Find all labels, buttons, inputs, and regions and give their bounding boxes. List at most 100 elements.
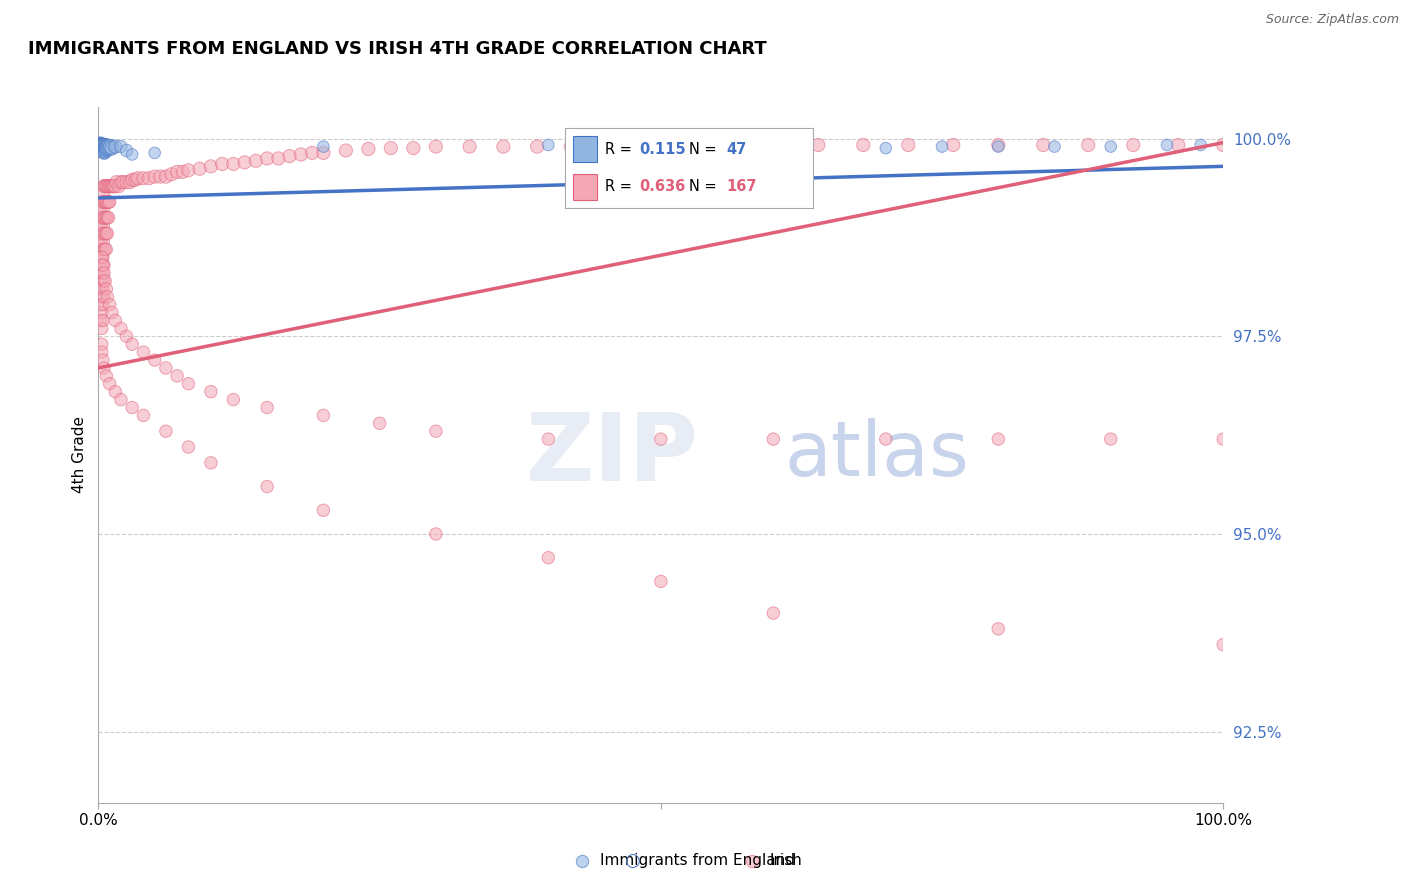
Point bbox=[312, 503, 335, 517]
Point bbox=[104, 313, 127, 327]
Point bbox=[96, 211, 118, 225]
Point bbox=[93, 143, 115, 157]
Point bbox=[312, 409, 335, 423]
Point bbox=[301, 145, 323, 160]
Point bbox=[94, 179, 117, 194]
Point bbox=[96, 194, 118, 209]
Point bbox=[110, 392, 132, 407]
Point bbox=[90, 345, 112, 359]
Point bbox=[103, 179, 125, 194]
Point bbox=[1032, 138, 1054, 153]
Point bbox=[172, 165, 194, 179]
Y-axis label: 4th Grade: 4th Grade bbox=[72, 417, 87, 493]
Point bbox=[650, 139, 672, 153]
Point bbox=[110, 321, 132, 335]
Point bbox=[96, 141, 118, 155]
Point bbox=[91, 298, 114, 312]
Point bbox=[278, 149, 301, 163]
Point bbox=[762, 138, 785, 153]
Point bbox=[124, 173, 146, 187]
Point bbox=[97, 211, 120, 225]
Point bbox=[104, 179, 127, 194]
Point bbox=[90, 194, 112, 209]
Point bbox=[96, 290, 118, 304]
Point bbox=[94, 274, 117, 288]
Point bbox=[93, 141, 115, 155]
Point bbox=[96, 143, 118, 157]
Point bbox=[96, 227, 118, 241]
Point bbox=[762, 606, 785, 620]
Point bbox=[560, 139, 582, 153]
Point bbox=[132, 345, 155, 359]
Point bbox=[90, 141, 112, 155]
Point bbox=[90, 202, 112, 217]
Point bbox=[987, 432, 1010, 446]
Point bbox=[245, 153, 267, 168]
Point bbox=[1099, 432, 1122, 446]
Point bbox=[672, 138, 695, 153]
Point bbox=[96, 243, 118, 257]
Point bbox=[91, 141, 114, 155]
Point bbox=[627, 138, 650, 153]
Point bbox=[200, 159, 222, 173]
Point bbox=[101, 305, 124, 319]
Point bbox=[166, 368, 188, 383]
Point bbox=[96, 194, 118, 209]
Point bbox=[91, 187, 114, 202]
Point bbox=[1189, 138, 1212, 153]
Point bbox=[121, 401, 143, 415]
Text: Irish: Irish bbox=[769, 854, 801, 868]
Point bbox=[93, 194, 115, 209]
Point bbox=[96, 141, 118, 155]
Point bbox=[233, 155, 256, 169]
Point bbox=[101, 179, 124, 194]
Point bbox=[1099, 139, 1122, 153]
Point bbox=[91, 219, 114, 233]
Point bbox=[112, 175, 135, 189]
Text: ○: ○ bbox=[624, 852, 640, 870]
Point bbox=[89, 227, 111, 241]
Point bbox=[94, 227, 117, 241]
Point bbox=[492, 139, 515, 153]
Point bbox=[90, 250, 112, 264]
Point bbox=[188, 161, 211, 176]
Point bbox=[177, 376, 200, 391]
Point bbox=[875, 141, 897, 155]
Point bbox=[368, 417, 391, 431]
Point bbox=[90, 211, 112, 225]
Point bbox=[93, 211, 115, 225]
Point bbox=[256, 401, 278, 415]
Point bbox=[357, 142, 380, 156]
Point bbox=[571, 854, 593, 868]
Point bbox=[98, 141, 121, 155]
Point bbox=[90, 139, 112, 153]
Point bbox=[100, 179, 122, 194]
Point bbox=[98, 376, 121, 391]
Point bbox=[90, 258, 112, 272]
Text: ZIP: ZIP bbox=[526, 409, 699, 501]
Point bbox=[90, 139, 112, 153]
Point bbox=[94, 211, 117, 225]
Point bbox=[90, 313, 112, 327]
Point bbox=[93, 145, 115, 159]
Point bbox=[94, 143, 117, 157]
Point bbox=[107, 179, 129, 194]
Point bbox=[97, 194, 120, 209]
Point bbox=[425, 424, 447, 438]
Text: IMMIGRANTS FROM ENGLAND VS IRISH 4TH GRADE CORRELATION CHART: IMMIGRANTS FROM ENGLAND VS IRISH 4TH GRA… bbox=[28, 40, 766, 58]
Point bbox=[593, 138, 616, 153]
Point bbox=[93, 266, 115, 280]
Point bbox=[93, 258, 115, 272]
Point bbox=[89, 211, 111, 225]
Point bbox=[91, 353, 114, 368]
Point bbox=[91, 139, 114, 153]
Point bbox=[90, 282, 112, 296]
Point bbox=[256, 479, 278, 493]
Text: Immigrants from England: Immigrants from England bbox=[600, 854, 794, 868]
Point bbox=[121, 337, 143, 351]
Point bbox=[160, 167, 183, 181]
Point bbox=[132, 171, 155, 186]
Point bbox=[138, 171, 160, 186]
Point bbox=[115, 329, 138, 343]
Point bbox=[90, 250, 112, 264]
